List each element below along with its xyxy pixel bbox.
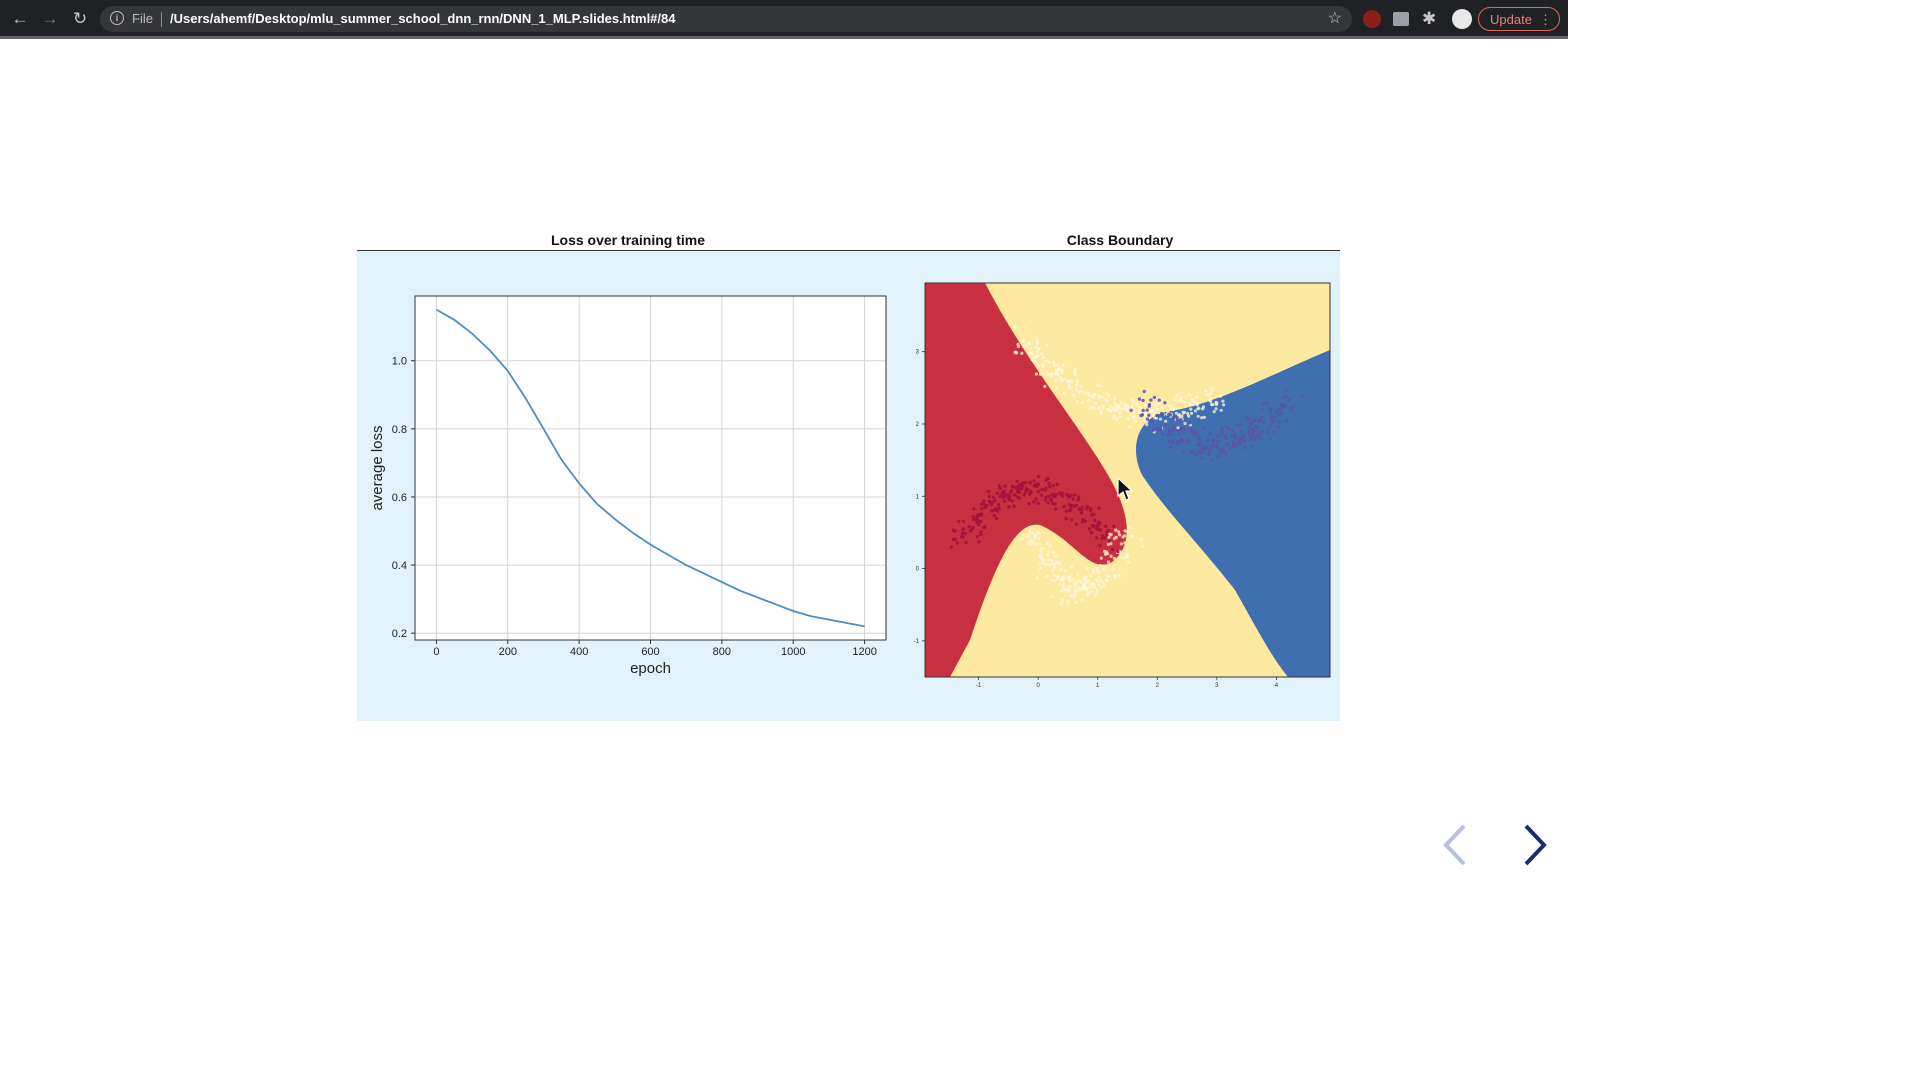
mouse-cursor-icon [1117,477,1134,501]
forward-icon[interactable]: → [41,9,59,28]
url-scheme-label: File [132,11,153,26]
toolbar-shadow [0,36,1568,39]
puzzle-extensions-icon[interactable]: ✱ [1422,9,1437,28]
bookmark-star-icon[interactable]: ☆ [1327,10,1342,27]
address-bar[interactable]: i File /Users/ahemf/Desktop/mlu_summer_s… [100,6,1352,32]
loss-chart-title: Loss over training time [550,232,706,248]
ublock-extension-icon[interactable] [1363,10,1381,28]
update-label: Update [1490,12,1532,27]
reload-icon[interactable]: ↻ [72,9,88,28]
figure-panel [357,251,1340,721]
previous-slide-arrow-icon[interactable] [1436,820,1476,870]
figure-top-rule [357,250,1340,251]
next-slide-arrow-icon[interactable] [1516,820,1556,870]
update-button[interactable]: Update ⋮ [1478,7,1560,31]
more-menu-icon[interactable]: ⋮ [1539,12,1552,27]
url-separator [161,12,162,27]
url-text[interactable]: /Users/ahemf/Desktop/mlu_summer_school_d… [170,11,676,26]
back-icon[interactable]: ← [11,9,29,28]
profile-avatar[interactable] [1452,9,1472,29]
info-icon[interactable]: i [110,11,124,25]
extension-icon[interactable] [1393,12,1409,26]
browser-toolbar: ← → ↻ i File /Users/ahemf/Desktop/mlu_su… [0,0,1568,38]
boundary-chart-title: Class Boundary [1066,232,1174,248]
